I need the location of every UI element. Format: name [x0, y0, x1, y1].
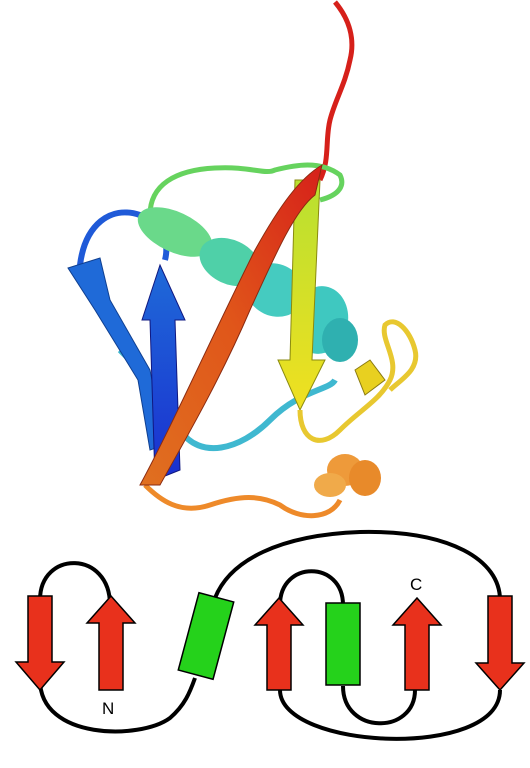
orange-loop	[143, 483, 343, 519]
yellow-loop	[297, 319, 419, 443]
c-terminus-label: C	[410, 575, 422, 594]
loop-helix2-6	[341, 685, 417, 726]
c-terminal-tail	[317, 0, 355, 182]
topology-strand-4	[391, 596, 443, 691]
strand-yellow	[277, 179, 326, 412]
topology-connections	[38, 529, 502, 741]
loop-1-2	[38, 561, 112, 606]
strand-yellow-small	[354, 359, 386, 396]
loop-4-7	[278, 689, 502, 741]
strand-red-long	[139, 163, 323, 486]
loop-helix-outer	[213, 529, 502, 601]
topology-strand-5	[474, 595, 526, 692]
topology-helix-2	[325, 602, 361, 686]
loop-4-helix2	[278, 569, 345, 606]
topology-strand-2	[85, 594, 137, 691]
topology-helix-1	[177, 591, 235, 681]
topology-strand-1	[14, 595, 66, 692]
ribbon-structure	[67, 0, 419, 519]
n-terminus-label: N	[102, 699, 114, 718]
top-loop	[147, 162, 345, 216]
topology-strand-3	[253, 596, 305, 691]
orange-helix	[314, 454, 381, 497]
loop-1-helix	[38, 677, 197, 734]
